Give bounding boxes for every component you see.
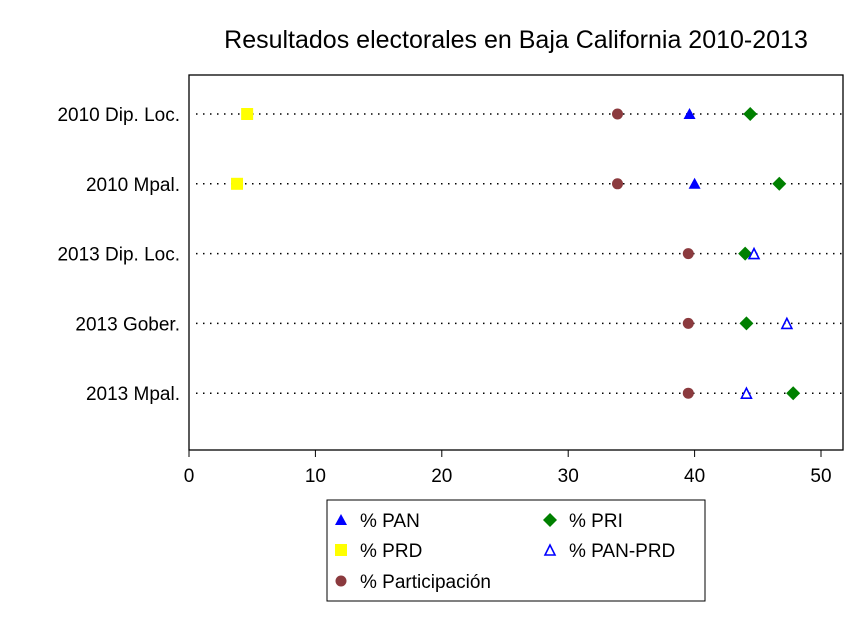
y-tick-label: 2013 Dip. Loc. xyxy=(57,245,180,266)
data-point-pri xyxy=(743,107,758,121)
data-point-pri xyxy=(739,316,754,331)
x-tick-label: 10 xyxy=(305,466,326,487)
data-point-pan-prd xyxy=(780,316,794,330)
data-point-participaci-n xyxy=(682,387,694,399)
data-point-pan-prd xyxy=(747,246,761,260)
data-point-pri xyxy=(738,246,753,261)
data-point-prd xyxy=(231,177,244,190)
x-tick-label: 40 xyxy=(684,466,705,487)
x-tick-label: 20 xyxy=(431,466,452,487)
data-point-participaci-n xyxy=(682,317,694,329)
legend-marker-icon xyxy=(335,544,347,556)
x-tick-label: 0 xyxy=(184,466,195,487)
data-point-participaci-n xyxy=(611,178,623,190)
data-point-pri xyxy=(786,386,801,401)
y-tick-label: 2013 Gober. xyxy=(75,314,180,335)
data-point-pan xyxy=(683,108,696,119)
legend-box xyxy=(326,499,706,602)
data-point-pan-prd xyxy=(740,386,753,400)
legend-marker-icon xyxy=(335,575,347,587)
x-tick-label: 30 xyxy=(558,466,579,487)
x-tick-label: 50 xyxy=(810,466,831,487)
y-tick-label: 2010 Dip. Loc. xyxy=(57,105,180,126)
legend-label: % PAN-PRD xyxy=(569,541,675,562)
legend: % PAN % PRI % PRD % PAN-PRD % Participación xyxy=(326,499,706,602)
y-tick-label: 2013 Mpal. xyxy=(86,384,180,405)
y-tick-label: 2010 Mpal. xyxy=(86,175,180,196)
plot-frame xyxy=(188,74,844,451)
legend-marker-icon xyxy=(335,514,347,525)
legend-label: % Participación xyxy=(360,572,491,593)
legend-marker-icon xyxy=(543,543,557,556)
data-point-pri xyxy=(772,176,787,191)
data-point-pan xyxy=(688,177,701,189)
legend-label: % PAN xyxy=(360,511,420,532)
legend-label: % PRI xyxy=(569,511,623,532)
legend-marker-icon xyxy=(543,513,557,527)
legend-label: % PRD xyxy=(360,541,422,562)
data-point-prd xyxy=(241,108,254,120)
data-point-participaci-n xyxy=(682,248,694,260)
data-point-participaci-n xyxy=(611,108,623,120)
chart-title: Resultados electorales en Baja Californi… xyxy=(224,26,808,54)
